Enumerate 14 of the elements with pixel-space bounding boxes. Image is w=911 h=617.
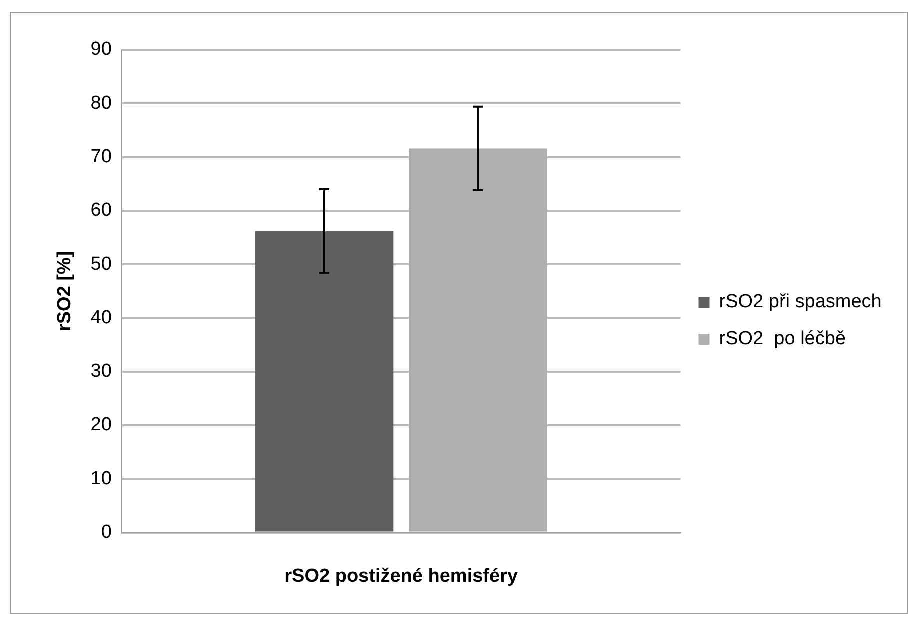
y-axis-title: rSO2 [%] [54,251,76,332]
legend-label: rSO2 při spasmech [719,292,882,313]
y-tick-label: 70 [90,146,112,168]
y-tick-label: 60 [90,200,112,222]
y-tick-label: 40 [90,307,112,328]
legend-label: rSO2 po léčbě [719,328,846,350]
y-tick-label: 80 [90,92,112,114]
y-tick-label: 30 [90,361,112,382]
y-tick-label: 50 [90,254,112,275]
x-axis-title: rSO2 postižené hemisféry [284,566,518,587]
y-tick-label: 90 [90,39,112,60]
y-tick-label: 20 [90,414,112,436]
y-tick-label: 0 [101,522,112,544]
y-tick-label: 10 [90,468,112,490]
